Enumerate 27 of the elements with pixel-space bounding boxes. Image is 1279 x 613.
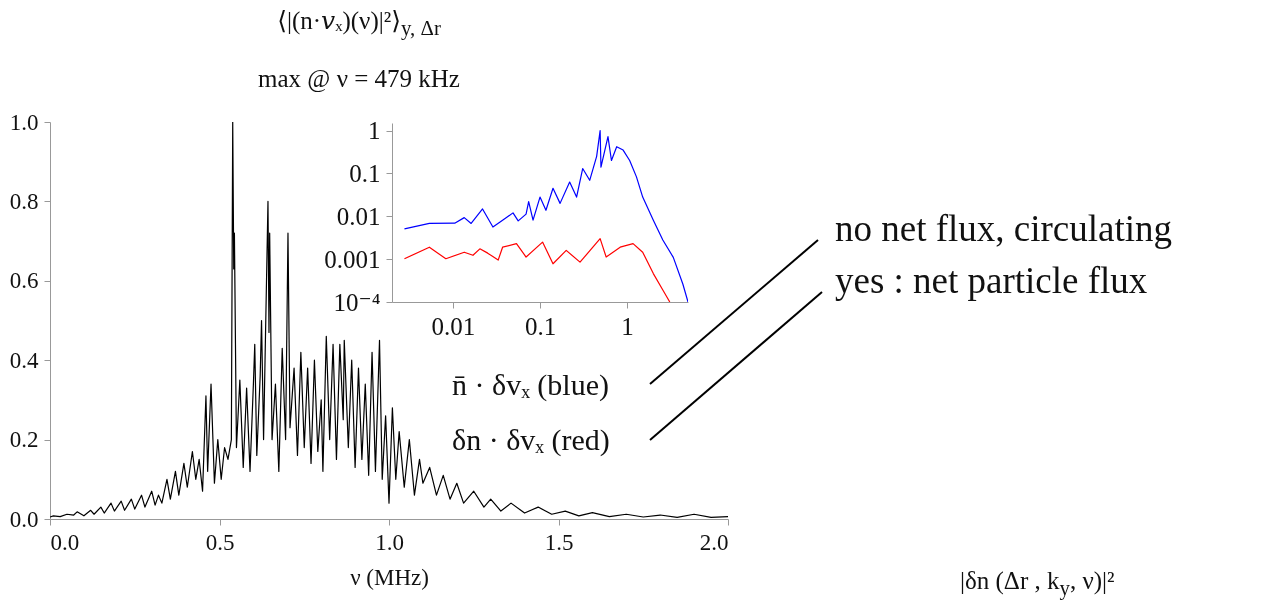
- y-tick-label: 10⁻⁴: [333, 288, 381, 316]
- y-tick-label: 0.8: [9, 188, 39, 214]
- x-tick-label: 1.0: [375, 529, 404, 555]
- annotation: δn · δvₓ (red): [448, 423, 614, 457]
- x-tick-label: 0.1: [524, 312, 557, 340]
- x-tick-label: 0.0: [50, 529, 80, 555]
- annotation: n̄ · δvₓ (blue): [448, 368, 613, 402]
- y-tick-label: 0.6: [9, 268, 39, 294]
- text: |δn (Δr , k$_{y}$, ν)|²: [960, 567, 1115, 600]
- y-tick-label: 0.2: [9, 427, 39, 453]
- y-tick-label: 0.1: [349, 159, 381, 187]
- y-tick-label: 1.0: [9, 109, 39, 135]
- chart-subtitle: max @ ν = 479 kHz: [258, 65, 460, 92]
- x-tick-label: 0.5: [205, 529, 235, 555]
- y-tick-label: 0.001: [324, 245, 381, 273]
- x-tick-label: 2.0: [699, 529, 729, 555]
- y-tick-label: 0.4: [9, 347, 39, 373]
- x-tick-label: 1: [621, 312, 634, 340]
- y-tick-label: 0.01: [336, 202, 381, 230]
- chart-title: ⟨|(n·𝑣ₓ)(ν)|²⟩$_{y, Δr}$: [277, 7, 441, 40]
- text: yes : net particle flux: [835, 260, 1148, 301]
- y-tick-label: 0.0: [9, 506, 39, 532]
- x-tick-label: 1.5: [544, 529, 574, 555]
- y-tick-label: 1: [368, 117, 381, 145]
- x-axis-title: ν (MHz): [350, 564, 429, 590]
- x-tick-label: 0.01: [431, 312, 476, 340]
- text: no net flux, circulating: [835, 208, 1173, 249]
